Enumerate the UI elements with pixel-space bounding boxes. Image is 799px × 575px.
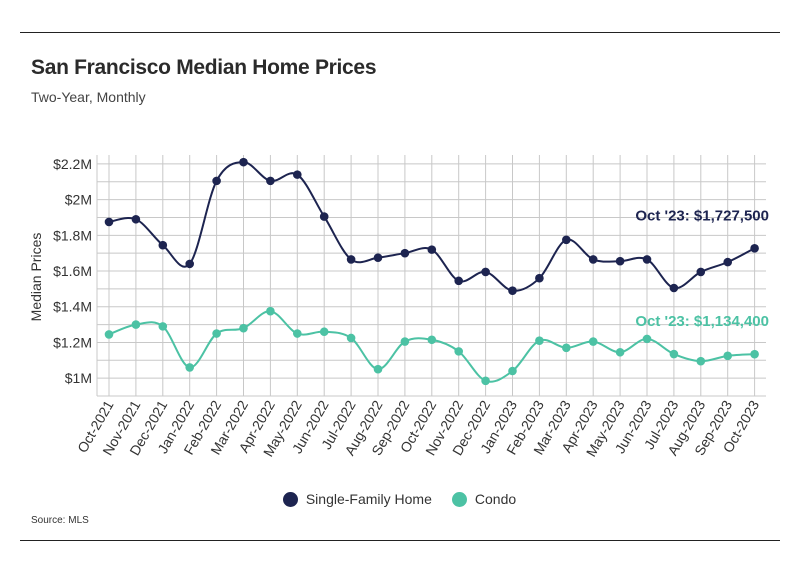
single-family-point xyxy=(104,217,114,227)
single-family-point xyxy=(508,286,517,295)
condo-point xyxy=(481,376,490,386)
condo-point xyxy=(642,334,652,344)
y-tick-label: $1.8M xyxy=(53,227,92,243)
y-tick-label: $1.4M xyxy=(53,299,92,315)
single-family-point xyxy=(185,259,194,269)
single-family-point xyxy=(266,176,275,186)
legend-label-condo: Condo xyxy=(474,491,517,507)
condo-point xyxy=(346,333,356,343)
x-axis-ticks: Oct-2021Nov-2021Dec-2021Jan-2022Feb-2022… xyxy=(74,397,762,459)
condo-point xyxy=(158,322,168,331)
single-family-point xyxy=(642,255,652,264)
y-tick-label: $2.2M xyxy=(53,156,92,172)
single-family-point xyxy=(212,176,221,186)
condo-point xyxy=(131,320,141,329)
legend-swatch-condo xyxy=(451,491,467,507)
single-family-point xyxy=(750,243,759,253)
legend-item-condo: Condo xyxy=(451,491,517,507)
single-family-point xyxy=(319,212,329,221)
y-axis-ticks: $1M $1.2M $1.4M $1.6M $1.8M $2M $2.2M xyxy=(53,156,92,386)
single-family-point xyxy=(562,235,571,245)
condo-point xyxy=(212,329,221,338)
single-family-point xyxy=(158,240,168,250)
chart-subtitle: Two-Year, Monthly xyxy=(31,89,146,105)
condo-point xyxy=(508,366,517,376)
y-axis-title: Median Prices xyxy=(28,233,44,322)
y-tick-label: $1M xyxy=(65,370,92,386)
single-family-point xyxy=(346,255,356,264)
condo-point xyxy=(750,349,759,359)
single-family-point xyxy=(454,276,464,286)
single-family-point xyxy=(669,283,679,293)
condo-point xyxy=(615,347,625,357)
condo-point xyxy=(535,336,544,345)
bottom-rule xyxy=(20,540,780,541)
condo-point xyxy=(293,329,302,338)
condo-point xyxy=(588,337,598,346)
condo-point xyxy=(373,364,383,374)
y-tick-label: $1.6M xyxy=(53,263,92,279)
single-family-point xyxy=(723,257,732,267)
condo-annotation: Oct '23: $1,134,400 xyxy=(635,313,769,330)
condo-point xyxy=(185,363,194,372)
condo-point xyxy=(266,306,275,316)
condo-point xyxy=(562,343,571,353)
y-tick-label: $2M xyxy=(65,192,92,208)
condo-point xyxy=(696,356,706,366)
condo-point xyxy=(400,337,410,346)
legend-swatch-single-family xyxy=(282,491,298,507)
source-note: Source: MLS xyxy=(31,515,89,526)
single-family-annotation: Oct '23: $1,727,500 xyxy=(635,207,769,224)
series-points xyxy=(104,157,759,386)
condo-point xyxy=(669,349,679,359)
chart-title: San Francisco Median Home Prices xyxy=(31,56,377,79)
single-family-point xyxy=(131,214,141,224)
legend-item-single-family: Single-Family Home xyxy=(282,491,432,507)
chart-grid xyxy=(96,155,766,397)
condo-point xyxy=(319,327,329,337)
single-family-point xyxy=(293,170,302,179)
condo-point xyxy=(104,330,114,339)
condo-point xyxy=(723,351,732,361)
single-family-point xyxy=(481,267,490,277)
y-tick-label: $1.2M xyxy=(53,334,92,350)
condo-point xyxy=(239,323,248,333)
single-family-point xyxy=(696,267,706,277)
single-family-point xyxy=(373,253,383,262)
top-rule xyxy=(20,32,780,33)
single-family-point xyxy=(615,256,625,266)
condo-point xyxy=(454,347,464,356)
legend: Single-Family Home Condo xyxy=(0,491,799,507)
single-family-point xyxy=(427,245,437,254)
legend-label-single-family: Single-Family Home xyxy=(305,491,432,507)
condo-point xyxy=(427,335,437,345)
single-family-point xyxy=(535,273,544,283)
single-family-point xyxy=(588,255,598,264)
single-family-point xyxy=(239,157,248,167)
single-family-point xyxy=(400,248,410,258)
series-annotations: Oct '23: $1,727,500 Oct '23: $1,134,400 xyxy=(635,207,769,330)
